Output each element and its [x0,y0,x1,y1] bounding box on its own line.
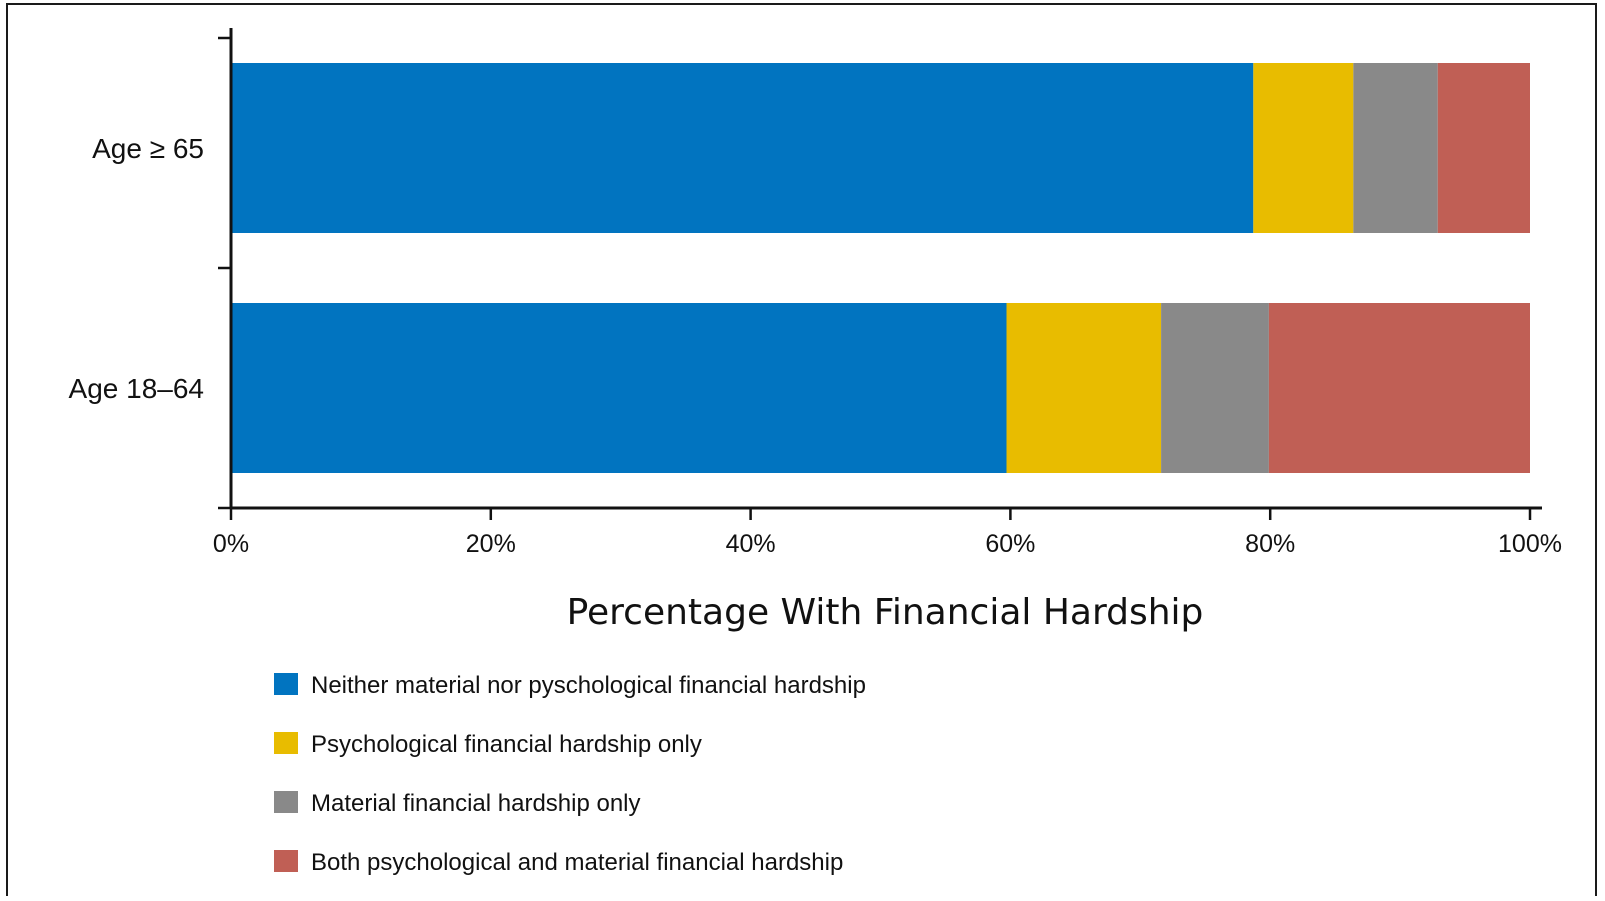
legend-label-0: Neither material nor pyschological finan… [311,672,866,699]
category-labels: Age ≥ 65 Age 18–64 [69,133,204,404]
legend-swatch-1 [274,732,298,754]
legend-swatch-3 [274,850,298,872]
legend-label-1: Psychological financial hardship only [311,731,702,758]
bar-segment-0-0 [231,63,1254,233]
axes-group [218,28,1542,510]
x-tick-label-5: 100% [1498,530,1562,558]
bar-segment-1-3 [1268,303,1530,473]
x-tick-label-1: 20% [466,530,516,558]
x-axis-title: Percentage With Financial Hardship [567,592,1204,633]
x-tick-label-0: 0% [213,530,249,558]
bar-segment-0-3 [1437,63,1530,233]
x-tick-label-3: 60% [985,530,1035,558]
legend: Neither material nor pyschological finan… [274,672,866,876]
bars-group [231,63,1530,473]
bar-segment-1-1 [1006,303,1162,473]
x-ticks-group: 0% 20% 40% 60% 80% 100% [213,508,1562,558]
category-label-1: Age 18–64 [69,373,204,404]
legend-label-3: Both psychological and material financia… [311,849,843,876]
bar-segment-1-0 [231,303,1007,473]
legend-swatch-0 [274,673,298,695]
x-tick-label-4: 80% [1245,530,1295,558]
bar-segment-0-1 [1253,63,1354,233]
category-label-0: Age ≥ 65 [92,133,204,164]
bar-segment-1-2 [1161,303,1269,473]
legend-label-2: Material financial hardship only [311,790,641,817]
chart-frame [6,3,1597,896]
bar-segment-0-2 [1353,63,1438,233]
legend-swatch-2 [274,791,298,813]
x-tick-label-2: 40% [726,530,776,558]
